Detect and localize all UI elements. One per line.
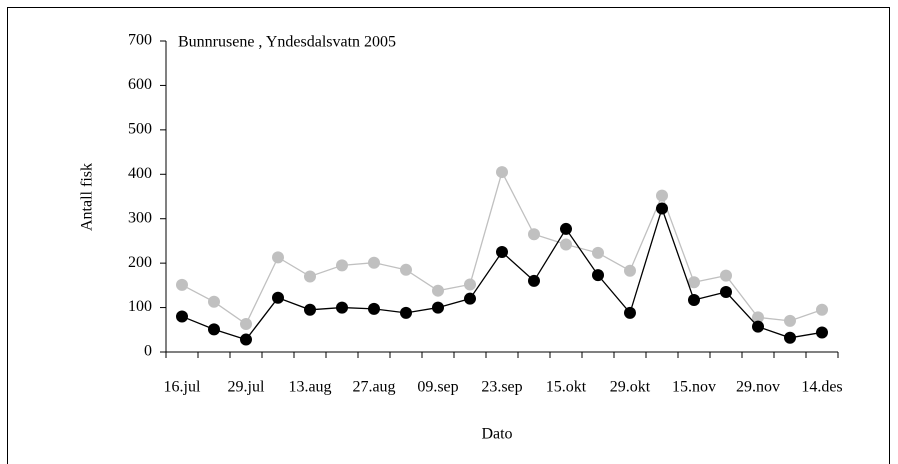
point	[560, 238, 572, 251]
point	[304, 270, 316, 283]
x-tick-label: 16.jul	[164, 379, 201, 396]
y-tick-label: 500	[128, 121, 152, 138]
point	[752, 311, 764, 324]
point	[240, 333, 252, 346]
x-tick-label: 23.sep	[481, 379, 522, 396]
point	[272, 291, 284, 304]
point	[336, 301, 348, 314]
point	[464, 292, 476, 305]
point	[176, 278, 188, 291]
x-tick-label: 09.sep	[417, 379, 458, 396]
x-axis-label: Dato	[481, 426, 512, 443]
x-tick-label: 29.okt	[610, 379, 651, 396]
point	[688, 276, 700, 289]
point	[592, 246, 604, 259]
point	[688, 294, 700, 307]
frame	[7, 7, 890, 464]
point	[464, 278, 476, 291]
point	[336, 259, 348, 272]
point	[400, 263, 412, 276]
y-tick-label: 700	[128, 32, 152, 49]
point	[624, 264, 636, 277]
x-tick-label: 14.des	[801, 379, 842, 396]
y-tick-label: 0	[144, 343, 152, 360]
point	[592, 269, 604, 282]
point	[656, 189, 668, 202]
point	[816, 326, 828, 339]
point	[496, 246, 508, 259]
point	[816, 303, 828, 316]
point	[784, 314, 796, 327]
point	[560, 222, 572, 235]
x-tick-label: 15.nov	[672, 379, 716, 396]
point	[496, 166, 508, 179]
y-tick-label: 100	[128, 298, 152, 315]
y-tick-label: 200	[128, 254, 152, 271]
x-tick-label: 27.aug	[352, 379, 395, 396]
point	[208, 295, 220, 308]
y-tick-label: 300	[128, 209, 152, 226]
point	[784, 331, 796, 344]
y-tick-label: 400	[128, 165, 152, 182]
point	[656, 202, 668, 215]
chart-title: Bunnrusene , Yndesdalsvatn 2005	[178, 34, 396, 51]
x-tick-label: 13.aug	[288, 379, 331, 396]
point	[528, 274, 540, 287]
x-tick-label: 15.okt	[546, 379, 587, 396]
point	[240, 318, 252, 331]
x-tick-label: 29.jul	[228, 379, 265, 396]
point	[528, 228, 540, 241]
y-axis-label: Antall fisk	[79, 163, 96, 231]
point	[368, 302, 380, 315]
point	[304, 303, 316, 316]
point	[208, 323, 220, 336]
point	[432, 301, 444, 314]
point	[400, 306, 412, 319]
point	[720, 269, 732, 282]
point	[432, 284, 444, 297]
point	[624, 306, 636, 319]
x-tick-label: 29.nov	[736, 379, 780, 396]
point	[752, 320, 764, 333]
point	[368, 256, 380, 269]
point	[720, 286, 732, 299]
point	[272, 251, 284, 264]
point	[176, 310, 188, 323]
y-tick-label: 600	[128, 76, 152, 93]
